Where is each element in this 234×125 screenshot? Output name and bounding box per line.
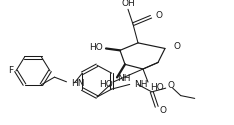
Text: O: O <box>160 106 167 115</box>
Text: HO: HO <box>89 43 103 52</box>
Text: HO: HO <box>99 80 113 89</box>
Text: O: O <box>168 81 175 90</box>
Text: HN: HN <box>72 79 85 88</box>
Text: NH: NH <box>134 80 147 89</box>
Text: O: O <box>155 11 162 20</box>
Text: HO: HO <box>150 83 164 92</box>
Text: F: F <box>8 66 13 75</box>
Text: O: O <box>174 42 181 51</box>
Text: NH: NH <box>117 74 131 83</box>
Text: OH: OH <box>121 0 135 8</box>
